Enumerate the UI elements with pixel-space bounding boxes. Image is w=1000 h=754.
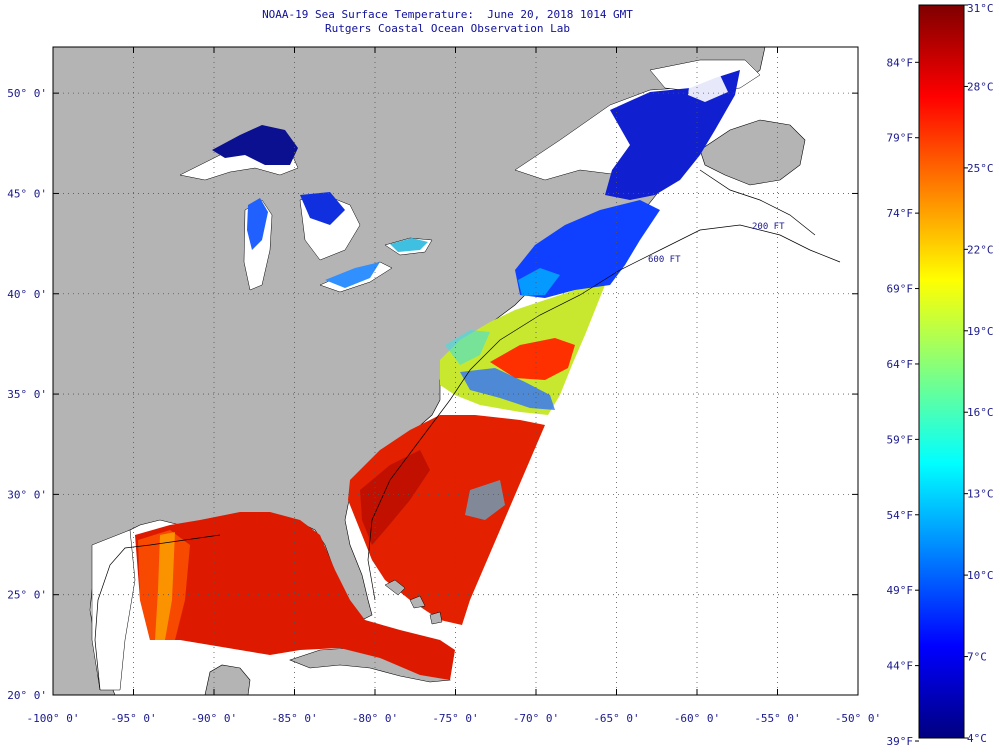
land-newfoundland — [699, 119, 806, 186]
lon-tick-label: -80° 0' — [352, 712, 398, 725]
sst-shelf-cyan — [445, 330, 490, 365]
colorbar-celsius-label: 4°C — [967, 732, 987, 745]
colorbar-celsius-label: 28°C — [967, 80, 994, 93]
sst-gulfstream-core — [360, 450, 430, 545]
lat-tick-label: 50° 0' — [7, 87, 47, 100]
contour-label-200ft: 200 FT — [752, 222, 785, 232]
colorbar-celsius-label: 22°C — [967, 243, 994, 256]
gulf-nodata — [91, 529, 136, 691]
sst-lake-ontario — [390, 238, 428, 252]
lon-tick-label: -95° 0' — [110, 712, 156, 725]
lat-tick-label: 25° 0' — [7, 589, 47, 602]
colorbar-fahrenheit-label: 54°F — [887, 509, 914, 522]
land-yucatan — [204, 664, 251, 695]
colorbar-labels: 31°C 28°C 25°C 22°C 19°C 16°C 13°C 10°C 7°C 4°C 84… — [887, 2, 994, 748]
lat-tick-label: 45° 0' — [7, 187, 47, 200]
lon-tick-label: -70° 0' — [513, 712, 559, 725]
lon-tick-label: -50° 0' — [835, 712, 881, 725]
shelf-contour-atlantic — [367, 224, 841, 601]
sst-lake-michigan — [247, 198, 268, 250]
lat-tick-label: 20° 0' — [7, 689, 47, 702]
colorbar-fahrenheit-label: 64°F — [887, 358, 914, 371]
colorbar-fahrenheit-label: 59°F — [887, 433, 914, 446]
colorbar-fahrenheit-label: 69°F — [887, 283, 914, 296]
lon-tick-label: -100° 0' — [27, 712, 80, 725]
lon-tick-label: -75° 0' — [432, 712, 478, 725]
lon-tick-label: -65° 0' — [593, 712, 639, 725]
lat-tick-label: 40° 0' — [7, 288, 47, 301]
shelf-contour-newfoundland — [699, 169, 816, 236]
lat-tick-label: 30° 0' — [7, 488, 47, 501]
sst-gulf-cool-streak — [155, 532, 175, 640]
sst-gom-cyan — [518, 268, 560, 296]
colorbar-celsius-label: 19°C — [967, 325, 994, 338]
colorbar — [918, 4, 965, 739]
lon-tick-label: -60° 0' — [674, 712, 720, 725]
colorbar-celsius-label: 13°C — [967, 488, 994, 501]
colorbar-celsius-label: 10°C — [967, 569, 994, 582]
axis-labels: -100° 0' -95° 0' -90° 0' -85° 0' -80° 0' -75°… — [7, 87, 881, 725]
graticule — [52, 47, 859, 696]
sst-lake-superior — [212, 125, 298, 165]
colorbar-celsius-label: 16°C — [967, 406, 994, 419]
sst-st-lawrence-nodata — [688, 75, 728, 102]
title-line-2: Rutgers Coastal Ocean Observation Lab — [324, 22, 571, 35]
sst-mid-atlantic-cool-band — [460, 368, 555, 410]
title-line-1: NOAA-19 Sea Surface Temperature: June 20… — [262, 8, 633, 21]
shelf-contour-gulf — [94, 534, 221, 691]
colorbar-celsius-label: 7°C — [967, 651, 987, 664]
lon-tick-label: -55° 0' — [754, 712, 800, 725]
lon-tick-label: -85° 0' — [271, 712, 317, 725]
sst-mid-atlantic-warm-tongue — [490, 338, 575, 380]
colorbar-fahrenheit-label: 49°F — [887, 584, 914, 597]
colorbar-fahrenheit-label: 79°F — [887, 132, 914, 145]
colorbar-fahrenheit-label: 39°F — [887, 735, 914, 748]
contour-label-600ft: 600 FT — [648, 255, 681, 265]
colorbar-celsius-label: 25°C — [967, 162, 994, 175]
sst-lake-huron — [300, 192, 345, 225]
sst-atlantic-cool-patch — [465, 480, 505, 520]
land-bahamas — [384, 579, 443, 625]
map-title: NOAA-19 Sea Surface Temperature: June 20… — [0, 8, 895, 36]
lon-tick-label: -90° 0' — [191, 712, 237, 725]
colorbar-celsius-label: 31°C — [967, 2, 994, 15]
sst-st-lawrence — [605, 70, 740, 200]
lat-tick-label: 35° 0' — [7, 388, 47, 401]
colorbar-fahrenheit-label: 44°F — [887, 660, 914, 673]
colorbar-fahrenheit-label: 84°F — [887, 56, 914, 69]
sst-lake-erie — [325, 262, 380, 288]
colorbar-fahrenheit-label: 74°F — [887, 207, 914, 220]
